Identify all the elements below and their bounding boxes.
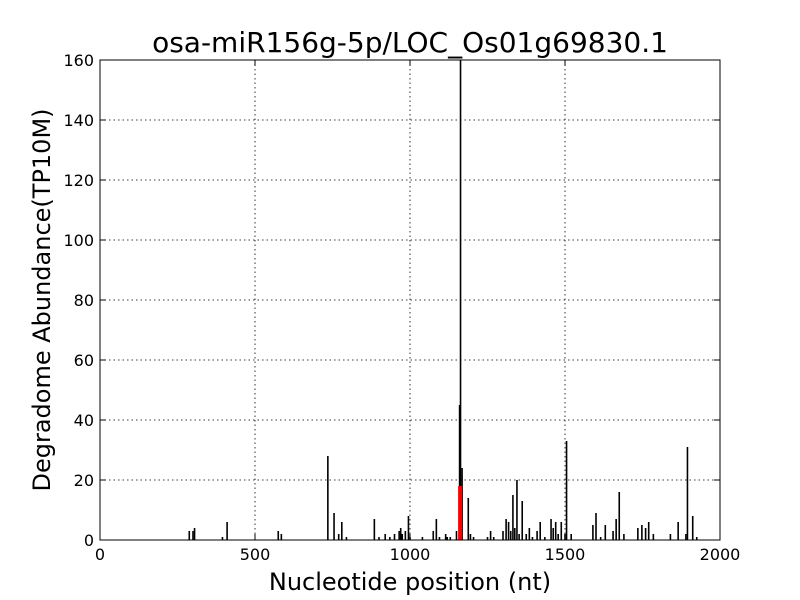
y-tick-label: 100 (63, 231, 94, 250)
data-bars (188, 60, 698, 540)
chart-title: osa-miR156g-5p/LOC_Os01g69830.1 (152, 26, 668, 59)
y-tick-label: 80 (74, 291, 94, 310)
y-tick-label: 20 (74, 471, 94, 490)
y-tick-label: 140 (63, 111, 94, 130)
y-tick-label: 0 (84, 531, 94, 550)
y-tick-label: 60 (74, 351, 94, 370)
highlight-bar (458, 486, 463, 540)
y-axis-title: Degradome Abundance(TP10M) (28, 108, 56, 491)
x-tick-labels: 0 500 1000 1500 2000 (95, 545, 740, 564)
x-tick-label: 2000 (700, 545, 741, 564)
x-axis-title: Nucleotide position (nt) (269, 568, 551, 596)
y-tick-labels: 0 20 40 60 80 100 120 140 160 (63, 51, 94, 550)
x-tick-label: 1000 (390, 545, 431, 564)
grid-lines (100, 60, 720, 540)
highlight-bars (458, 486, 463, 540)
x-tick-label: 500 (240, 545, 271, 564)
x-tick-label: 1500 (545, 545, 586, 564)
y-tick-label: 120 (63, 171, 94, 190)
x-tick-label: 0 (95, 545, 105, 564)
axis-ticks (99, 59, 721, 541)
y-tick-label: 160 (63, 51, 94, 70)
y-tick-label: 40 (74, 411, 94, 430)
